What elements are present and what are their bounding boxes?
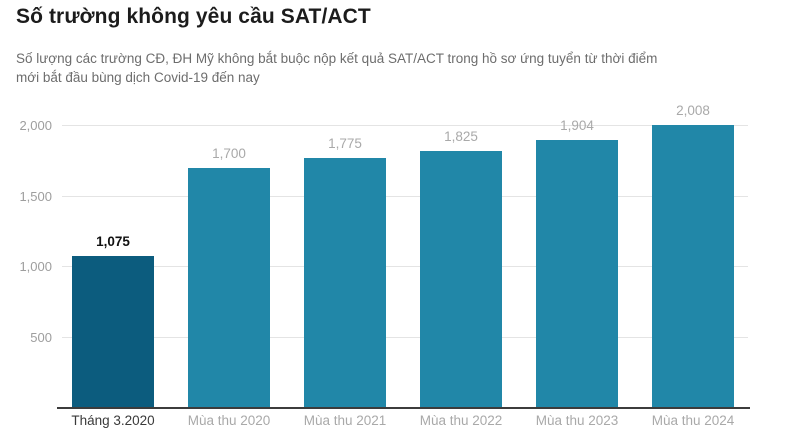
gridline bbox=[62, 336, 748, 338]
bar-value-label: 2,008 bbox=[676, 102, 710, 118]
chart-title: Số trường không yêu cầu SAT/ACT bbox=[16, 5, 371, 28]
y-tick-label: 1,500 bbox=[19, 188, 52, 204]
x-axis-label: Mùa thu 2024 bbox=[651, 413, 735, 428]
gridline bbox=[62, 195, 748, 197]
x-axis-label: Tháng 3.2020 bbox=[71, 413, 155, 428]
bar-value-label: 1,700 bbox=[212, 146, 246, 162]
bar bbox=[536, 139, 618, 408]
bar bbox=[188, 168, 270, 408]
bar bbox=[304, 157, 386, 408]
y-tick-label: 1,000 bbox=[19, 259, 52, 274]
x-axis-label: Mùa thu 2023 bbox=[535, 413, 619, 428]
gridline bbox=[62, 266, 748, 267]
x-axis-label: Mùa thu 2022 bbox=[419, 413, 503, 428]
bar-chart: 500 1,000 1,500 2,000 1,075 Tháng 3.2020 1,700… bbox=[19, 103, 750, 428]
bar-value-label: 1,075 bbox=[96, 234, 130, 250]
x-axis-label: Mùa thu 2021 bbox=[303, 413, 387, 428]
gridline bbox=[62, 125, 748, 126]
bar-value-label: 1,775 bbox=[328, 135, 362, 151]
bar bbox=[72, 256, 154, 408]
chart-subtitle: Số lượng các trường CĐ, ĐH Mỹ không bắt … bbox=[16, 51, 658, 85]
y-tick-label: 2,000 bbox=[19, 118, 52, 133]
y-tick-label: 500 bbox=[30, 329, 52, 345]
bar bbox=[420, 150, 502, 408]
bar-value-label: 1,904 bbox=[560, 117, 594, 133]
bar bbox=[652, 124, 734, 408]
bar-value-label: 1,825 bbox=[444, 128, 478, 144]
x-axis-label: Mùa thu 2020 bbox=[187, 413, 271, 428]
x-axis-line bbox=[57, 407, 750, 409]
